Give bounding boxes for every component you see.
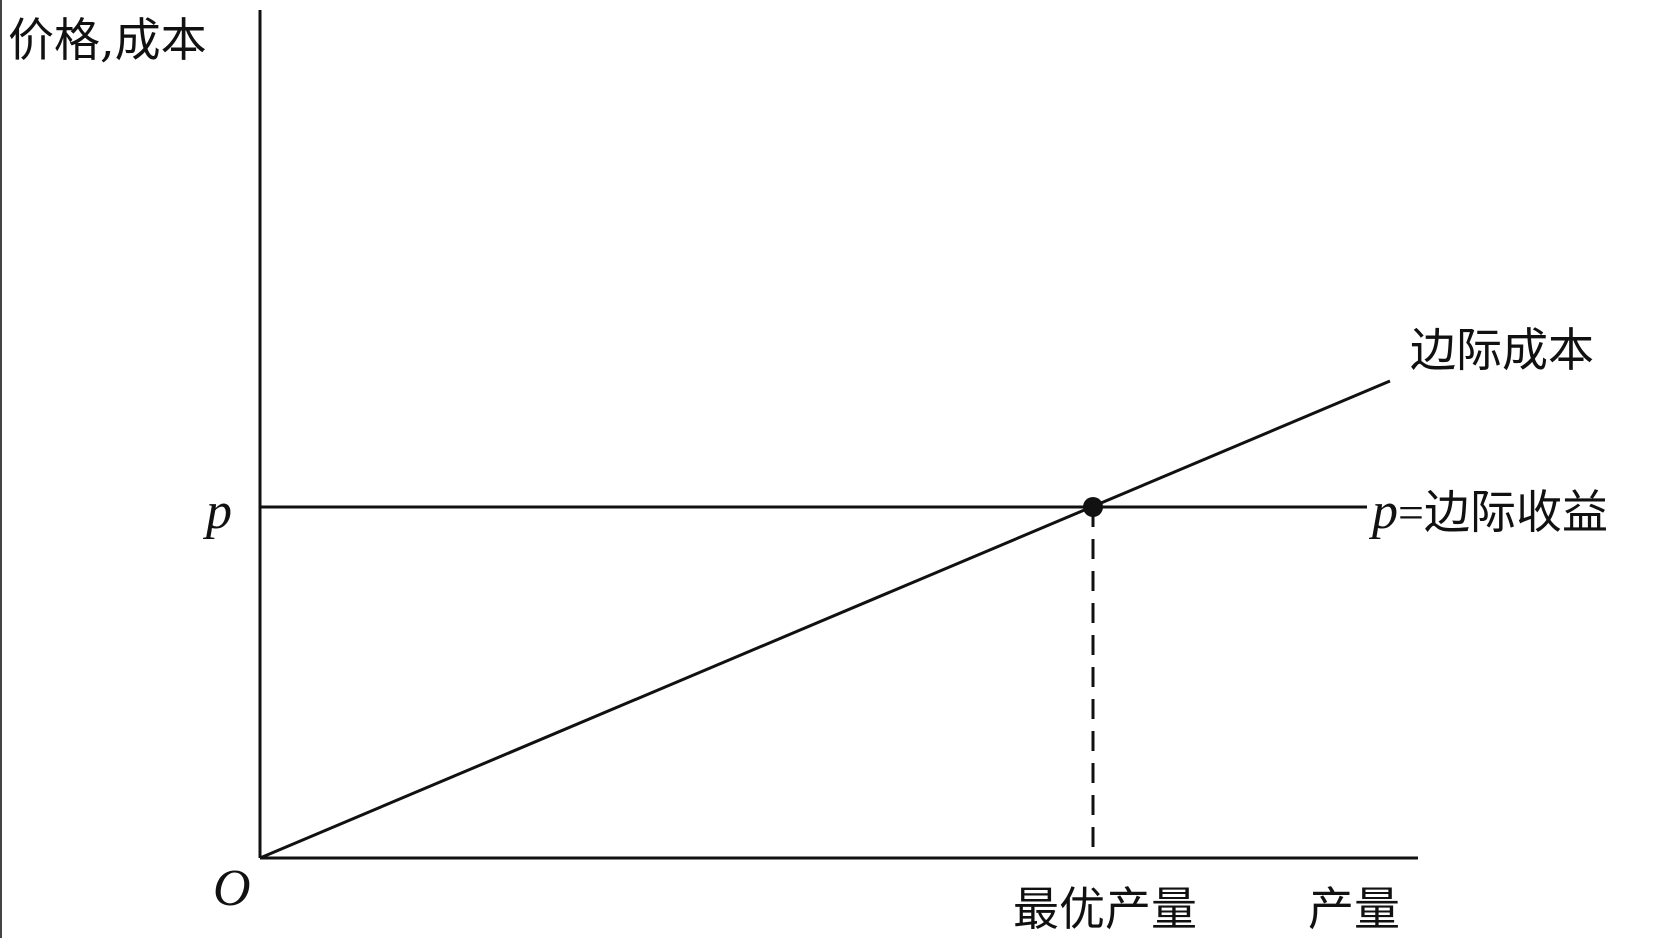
optimum-point [1083,497,1103,517]
marginal-cost-label: 边际成本 [1410,323,1594,377]
y-axis-label: 价格,成本 [8,13,207,67]
marginal-revenue-label-eq: = [1398,487,1424,538]
x-axis-label: 产量 [1308,882,1400,936]
marginal-cost-line [259,379,1391,860]
price-tick-label: p [202,483,232,540]
marginal-revenue-label-text: 边际收益 [1424,485,1608,539]
marginal-revenue-label-var: p [1368,483,1398,540]
optimum-quantity-label: 最优产量 [1013,882,1197,936]
marginal-revenue-label: p=边际收益 [1368,483,1608,540]
origin-label: O [213,860,251,917]
